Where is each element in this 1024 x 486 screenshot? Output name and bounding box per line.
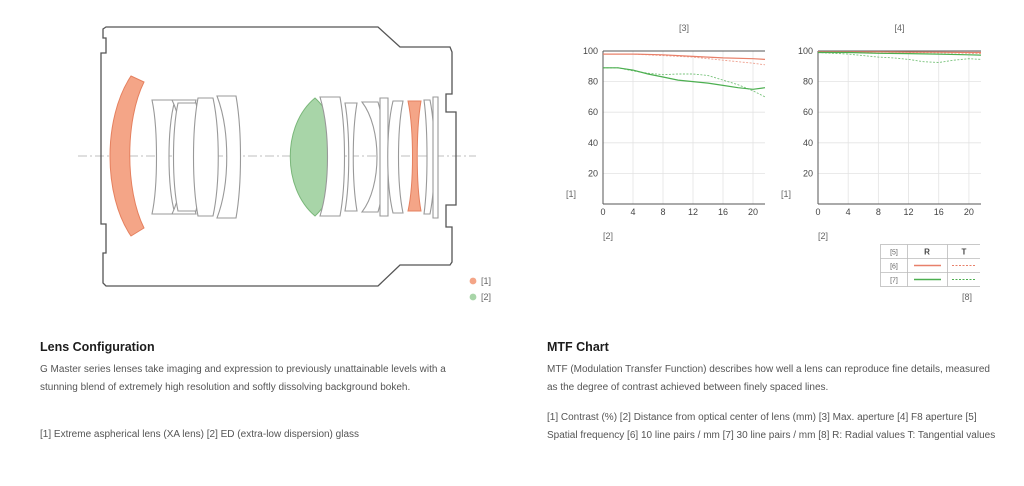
legend-swatch-ed [469,293,477,301]
lens-element [151,99,176,215]
lens-element [216,95,242,219]
legend-row-10lp: [6] [890,264,898,271]
mtf-chart-description: MTF (Modulation Transfer Function) descr… [547,364,990,393]
x-tick-label: 12 [688,207,698,217]
mtf-series-line-3 [818,51,982,56]
lens-element [344,102,358,212]
chart-title: [4] [894,23,904,33]
mtf-series-line-2 [818,51,982,55]
x-tick-label: 20 [964,207,974,217]
lens-element [432,96,439,219]
y-tick-label: 20 [803,168,813,178]
lens-element [192,97,219,217]
x-tick-label: 0 [600,207,605,217]
lens-configuration-description: G Master series lenses take imaging and … [40,364,446,393]
y-tick-label: 80 [588,77,598,87]
legend-caption: [8] [962,292,972,302]
legend-header-radial: R [924,248,930,257]
mtf-legend-table: [5] R T [6] [7] [8] [880,244,980,302]
xa-lens-rear [407,100,422,212]
lens-element [387,100,404,214]
lens-configuration-title: Lens Configuration [40,340,155,354]
x-tick-label: 0 [815,207,820,217]
xa-lens-front [109,75,145,237]
y-tick-label: 60 [588,107,598,117]
x-tick-label: 20 [748,207,758,217]
x-tick-label: 4 [846,207,851,217]
mtf-series-line-3 [603,67,766,90]
x-tick-label: 8 [660,207,665,217]
y-tick-label: 100 [583,46,598,56]
x-tick-label: 12 [904,207,914,217]
chart-title: [3] [679,23,689,33]
lens-configuration-diagram: [1] [2] [78,26,491,302]
legend-label-ed: [2] [481,292,491,302]
mtf-series-line-4 [817,52,982,63]
y-axis-label: [1] [781,189,791,199]
lens-configuration-legend-note: [1] Extreme aspherical lens (XA lens) [2… [40,429,360,440]
x-tick-label: 16 [934,207,944,217]
legend-swatch-xa [469,277,477,285]
legend-label-xa: [1] [481,276,491,286]
y-tick-label: 40 [803,138,813,148]
x-tick-label: 16 [718,207,728,217]
mtf-chart-legend-note: [1] Contrast (%) [2] Distance from optic… [547,412,996,441]
lens-element [379,97,389,217]
legend-header-frequency: [5] [890,250,898,257]
y-tick-label: 40 [588,138,598,148]
y-tick-label: 100 [798,46,813,56]
x-axis-label: [2] [603,231,613,241]
x-tick-label: 8 [876,207,881,217]
mtf-series-line-4 [603,67,766,98]
lens-element [319,96,346,217]
y-tick-label: 60 [803,107,813,117]
x-tick-label: 4 [630,207,635,217]
mtf-chart-title: MTF Chart [547,340,609,354]
y-tick-label: 80 [803,77,813,87]
mtf-series-line-2 [603,53,766,66]
x-axis-label: [2] [818,231,828,241]
legend-row-30lp: [7] [890,278,898,285]
mtf-series-line-1 [818,51,981,54]
y-tick-label: 20 [588,168,598,178]
y-axis-label: [1] [566,189,576,199]
lens-barrel-outline [100,26,457,287]
legend-header-tangential: T [962,248,967,257]
